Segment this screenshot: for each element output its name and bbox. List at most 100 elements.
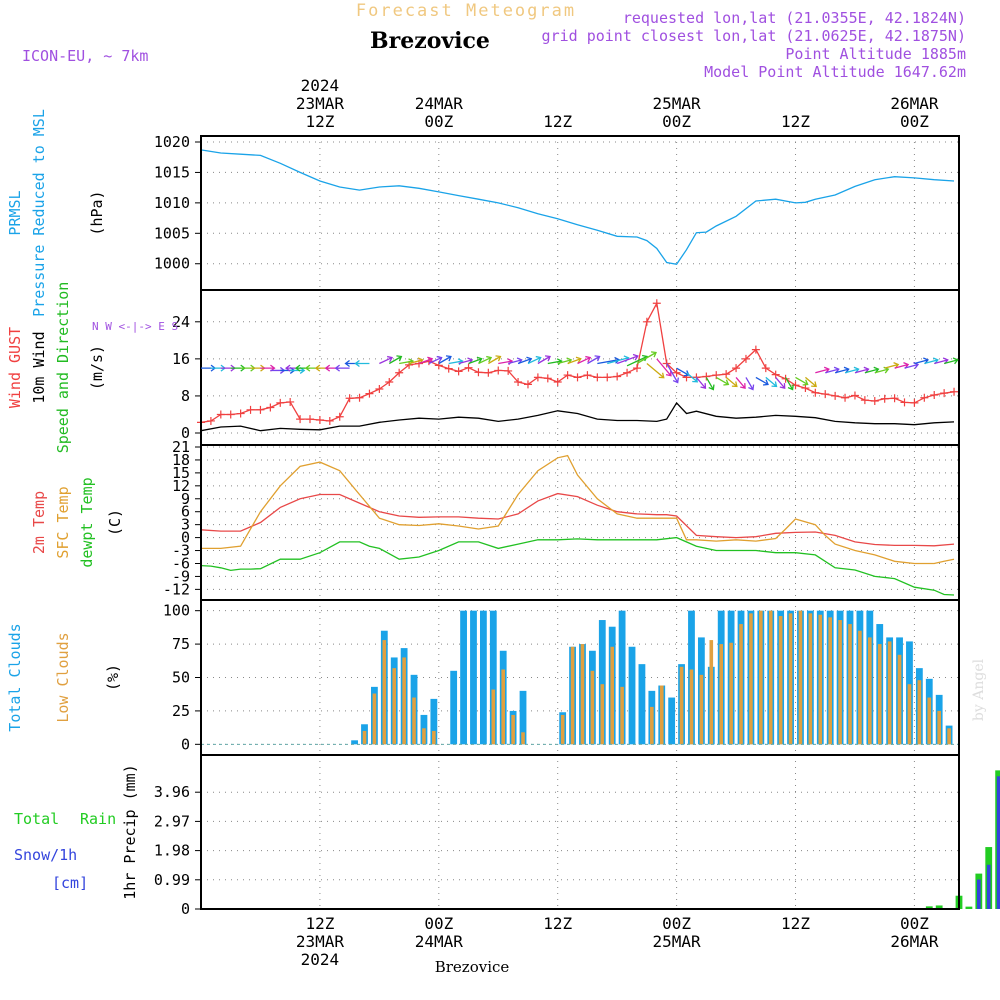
time-label: 12Z [543, 112, 572, 131]
wind-arrow-shape [488, 355, 502, 365]
wind-arrow [334, 364, 350, 372]
ytick-label: 50 [172, 669, 190, 687]
gust-marker [553, 378, 562, 387]
wind-arrow [537, 355, 551, 365]
wind-arrow [478, 355, 493, 365]
wind-arrow [765, 376, 778, 388]
wind-arrow-shape [775, 376, 786, 389]
total-cloud-bar [489, 610, 497, 745]
time-label: 00Z [424, 112, 453, 131]
wind-arrow-shape [695, 376, 707, 389]
gust-marker [226, 410, 235, 419]
time-label: 00Z [900, 914, 929, 933]
gust-marker [276, 398, 285, 407]
gust-marker [811, 388, 820, 397]
wind-arrow [695, 376, 707, 389]
gust-marker [256, 405, 265, 414]
gust-marker [672, 368, 681, 377]
total-cloud-bar [460, 610, 467, 745]
ytick-label: 2.97 [154, 812, 190, 830]
low-cloud-bar [580, 644, 585, 745]
wind-arrow-shape [428, 355, 443, 365]
panel-y-labels: PRMSL Pressure Reduced to MSL (hPa) Wind GU… [6, 109, 178, 900]
gust-marker [821, 390, 830, 399]
ytick-label: 3.96 [154, 783, 190, 801]
ytick-label: 0.99 [154, 871, 190, 889]
wind-arrow [636, 351, 657, 365]
low-cloud-bar [412, 697, 416, 745]
gust-marker [474, 368, 483, 377]
series-line-sfc-temp [201, 454, 955, 565]
gust-marker [325, 416, 334, 425]
gust-marker [623, 368, 632, 377]
gust-marker [305, 415, 314, 424]
time-label: 26MAR [890, 94, 939, 113]
wind-arrow [438, 355, 452, 365]
wind-arrow [616, 353, 639, 365]
gust-marker [831, 391, 840, 400]
panel-ylabel: dewpt Temp [78, 477, 96, 567]
ytick-label: 1020 [154, 133, 190, 151]
legend-snow: Snow/1h [14, 846, 77, 864]
ytick-label: 3 [181, 516, 190, 534]
panel-clouds: 0 25 50 75 100 [163, 599, 960, 756]
panel-ylabel: Pressure Reduced to MSL [30, 109, 48, 317]
low-cloud-bar [897, 654, 902, 745]
low-cloud-bar [749, 613, 753, 745]
low-cloud-bar [491, 689, 496, 745]
gust-marker [771, 370, 780, 379]
chart-title: Brezovice [370, 28, 490, 54]
wind-arrow-shape [468, 356, 483, 365]
panel-ylabel: (hPa) [88, 190, 106, 235]
wind-arrow-shape [785, 377, 794, 391]
panel-ylabel: (C) [106, 509, 124, 536]
ytick-label: 12 [172, 477, 190, 495]
gust-marker [514, 378, 523, 387]
gust-marker [246, 405, 255, 414]
wind-arrow-shape [686, 372, 699, 383]
series-line-2m-temp [200, 492, 955, 547]
gust-marker [315, 416, 324, 425]
total-cloud-bar [638, 664, 646, 745]
low-cloud-bar [729, 642, 733, 745]
gust-marker [850, 391, 859, 400]
low-cloud-bar [858, 630, 862, 745]
low-cloud-bar [392, 668, 397, 745]
legend-total: Total [14, 810, 59, 828]
gust-marker [642, 317, 651, 326]
gust-marker [682, 373, 691, 382]
gust-marker [484, 368, 493, 377]
gust-marker [870, 397, 879, 406]
wind-arrow [428, 355, 443, 365]
gust-marker [722, 370, 731, 379]
ytick-label: 15 [172, 464, 190, 482]
low-cloud-bar [610, 646, 615, 745]
ytick-label: 0 [181, 529, 190, 547]
ytick-label: 25 [172, 702, 190, 720]
low-cloud-bar [422, 728, 426, 745]
wind-arrow [943, 357, 959, 365]
wind-arrow-shape [705, 377, 715, 391]
ytick-label: -3 [172, 542, 190, 560]
wind-arrow [745, 377, 755, 391]
footer-location: Brezovice [435, 958, 510, 976]
wind-arrow [795, 376, 809, 386]
gust-marker [365, 389, 374, 398]
gust-marker [504, 366, 513, 375]
gust-marker [266, 403, 275, 412]
panel-ylabel: PRMSL [6, 190, 24, 235]
wind-arrow [468, 356, 483, 365]
wind-arrow-shape [478, 355, 493, 365]
watermark: by Angel [971, 658, 987, 721]
model-point-altitude: Model Point Altitude 1647.62m [704, 63, 966, 81]
low-cloud-bar [868, 637, 872, 745]
low-cloud-bar [927, 697, 932, 745]
wind-arrow [785, 377, 794, 391]
panel-frame [200, 135, 960, 291]
low-cloud-bar [709, 640, 714, 745]
wind-arrow [587, 355, 601, 365]
low-cloud-bar [818, 614, 823, 745]
time-label: 12Z [781, 112, 810, 131]
gust-marker [603, 373, 612, 382]
wind-arrow [488, 355, 502, 365]
